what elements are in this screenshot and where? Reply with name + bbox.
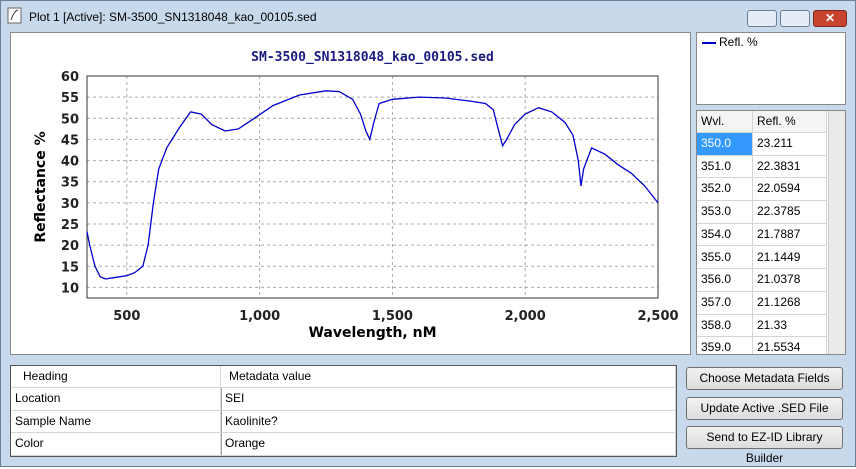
metadata-cell[interactable]: Orange	[221, 433, 676, 457]
y-tick-label: 50	[61, 112, 79, 127]
column-header: Wvl.	[697, 111, 753, 133]
x-tick-label: 2,000	[505, 309, 546, 324]
chart: SM-3500_SN1318048_kao_00105.sed 10 15 20 25 3…	[33, 50, 679, 341]
table-cell[interactable]: 350.0	[697, 133, 753, 156]
table-cell[interactable]: 21.1449	[753, 246, 827, 270]
table-cell[interactable]: 21.0378	[753, 269, 827, 292]
table-cell[interactable]: 21.7887	[753, 223, 827, 247]
table-cell[interactable]: 22.3831	[753, 155, 827, 179]
x-tick-label: 500	[113, 309, 140, 324]
table-cell[interactable]: 21.5534	[753, 337, 827, 354]
close-button[interactable]: ✕	[813, 10, 847, 27]
metadata-table: Heading Metadata value Location SEI Sample N…	[10, 365, 677, 457]
table-cell[interactable]: 354.0	[697, 223, 753, 247]
chart-title: SM-3500_SN1318048_kao_00105.sed	[251, 50, 494, 65]
y-tick-label: 35	[61, 176, 79, 191]
y-tick-label: 10	[61, 281, 79, 296]
action-button[interactable]: Choose Metadata Fields	[686, 367, 843, 390]
legend-label: Refl. %	[719, 35, 758, 49]
data-line	[86, 90, 659, 280]
table-cell[interactable]: 23.211	[753, 133, 827, 156]
minimize-button[interactable]	[747, 10, 777, 27]
table-cell[interactable]: 356.0	[697, 269, 753, 292]
table-cell[interactable]: 21.33	[753, 314, 827, 338]
y-axis-label: Reflectance %	[33, 131, 49, 242]
metadata-cell: Sample Name	[11, 410, 221, 434]
y-tick-label: 55	[61, 91, 79, 106]
plot-panel: SM-3500_SN1318048_kao_00105.sed 10 15 20 25 3…	[10, 32, 691, 355]
column-header: Metadata value	[221, 366, 676, 388]
table-cell[interactable]: 351.0	[697, 155, 753, 179]
x-tick-label: 1,000	[239, 309, 280, 324]
y-tick-label: 45	[61, 133, 79, 148]
action-button[interactable]: Send to EZ-ID Library Builder	[686, 426, 843, 465]
table-cell[interactable]: 358.0	[697, 314, 753, 338]
plot-frame	[86, 75, 659, 299]
data-table: Wvl. Refl. % 350.0 23.211 351.0 22.3831 352.0 2…	[696, 110, 846, 355]
y-tick-label: 15	[61, 260, 79, 275]
action-button[interactable]: Update Active .SED File	[686, 397, 843, 420]
x-tick-label: 1,500	[372, 309, 413, 324]
metadata-cell: Location	[11, 388, 221, 411]
table-cell[interactable]: 355.0	[697, 246, 753, 270]
y-tick-label: 40	[61, 155, 79, 170]
y-tick-label: 60	[61, 70, 79, 85]
metadata-cell[interactable]: Kaolinite?	[221, 410, 676, 434]
scrollbar[interactable]	[828, 111, 845, 354]
column-header: Refl. %	[753, 111, 827, 133]
x-tick-label: 2,500	[637, 309, 678, 324]
maximize-button[interactable]	[780, 10, 810, 27]
x-axis-label: Wavelength, nM	[308, 325, 436, 341]
table-cell[interactable]: 357.0	[697, 291, 753, 315]
y-tick-label: 30	[61, 197, 79, 212]
legend-swatch	[702, 42, 716, 44]
y-tick-label: 25	[61, 218, 79, 233]
metadata-cell: Color	[11, 433, 221, 457]
window-icon	[7, 7, 22, 24]
table-cell[interactable]: 359.0	[697, 337, 753, 354]
table-cell[interactable]: 353.0	[697, 201, 753, 224]
legend: Refl. %	[696, 32, 846, 105]
table-cell[interactable]: 21.1268	[753, 291, 827, 315]
column-header: Heading	[11, 366, 221, 388]
table-cell[interactable]: 22.3785	[753, 201, 827, 224]
metadata-cell[interactable]: SEI	[221, 388, 676, 411]
table-cell[interactable]: 352.0	[697, 178, 753, 202]
table-cell[interactable]: 22.0594	[753, 178, 827, 202]
window-title: Plot 1 [Active]: SM-3500_SN1318048_kao_0…	[29, 10, 317, 24]
y-tick-label: 20	[61, 239, 79, 254]
